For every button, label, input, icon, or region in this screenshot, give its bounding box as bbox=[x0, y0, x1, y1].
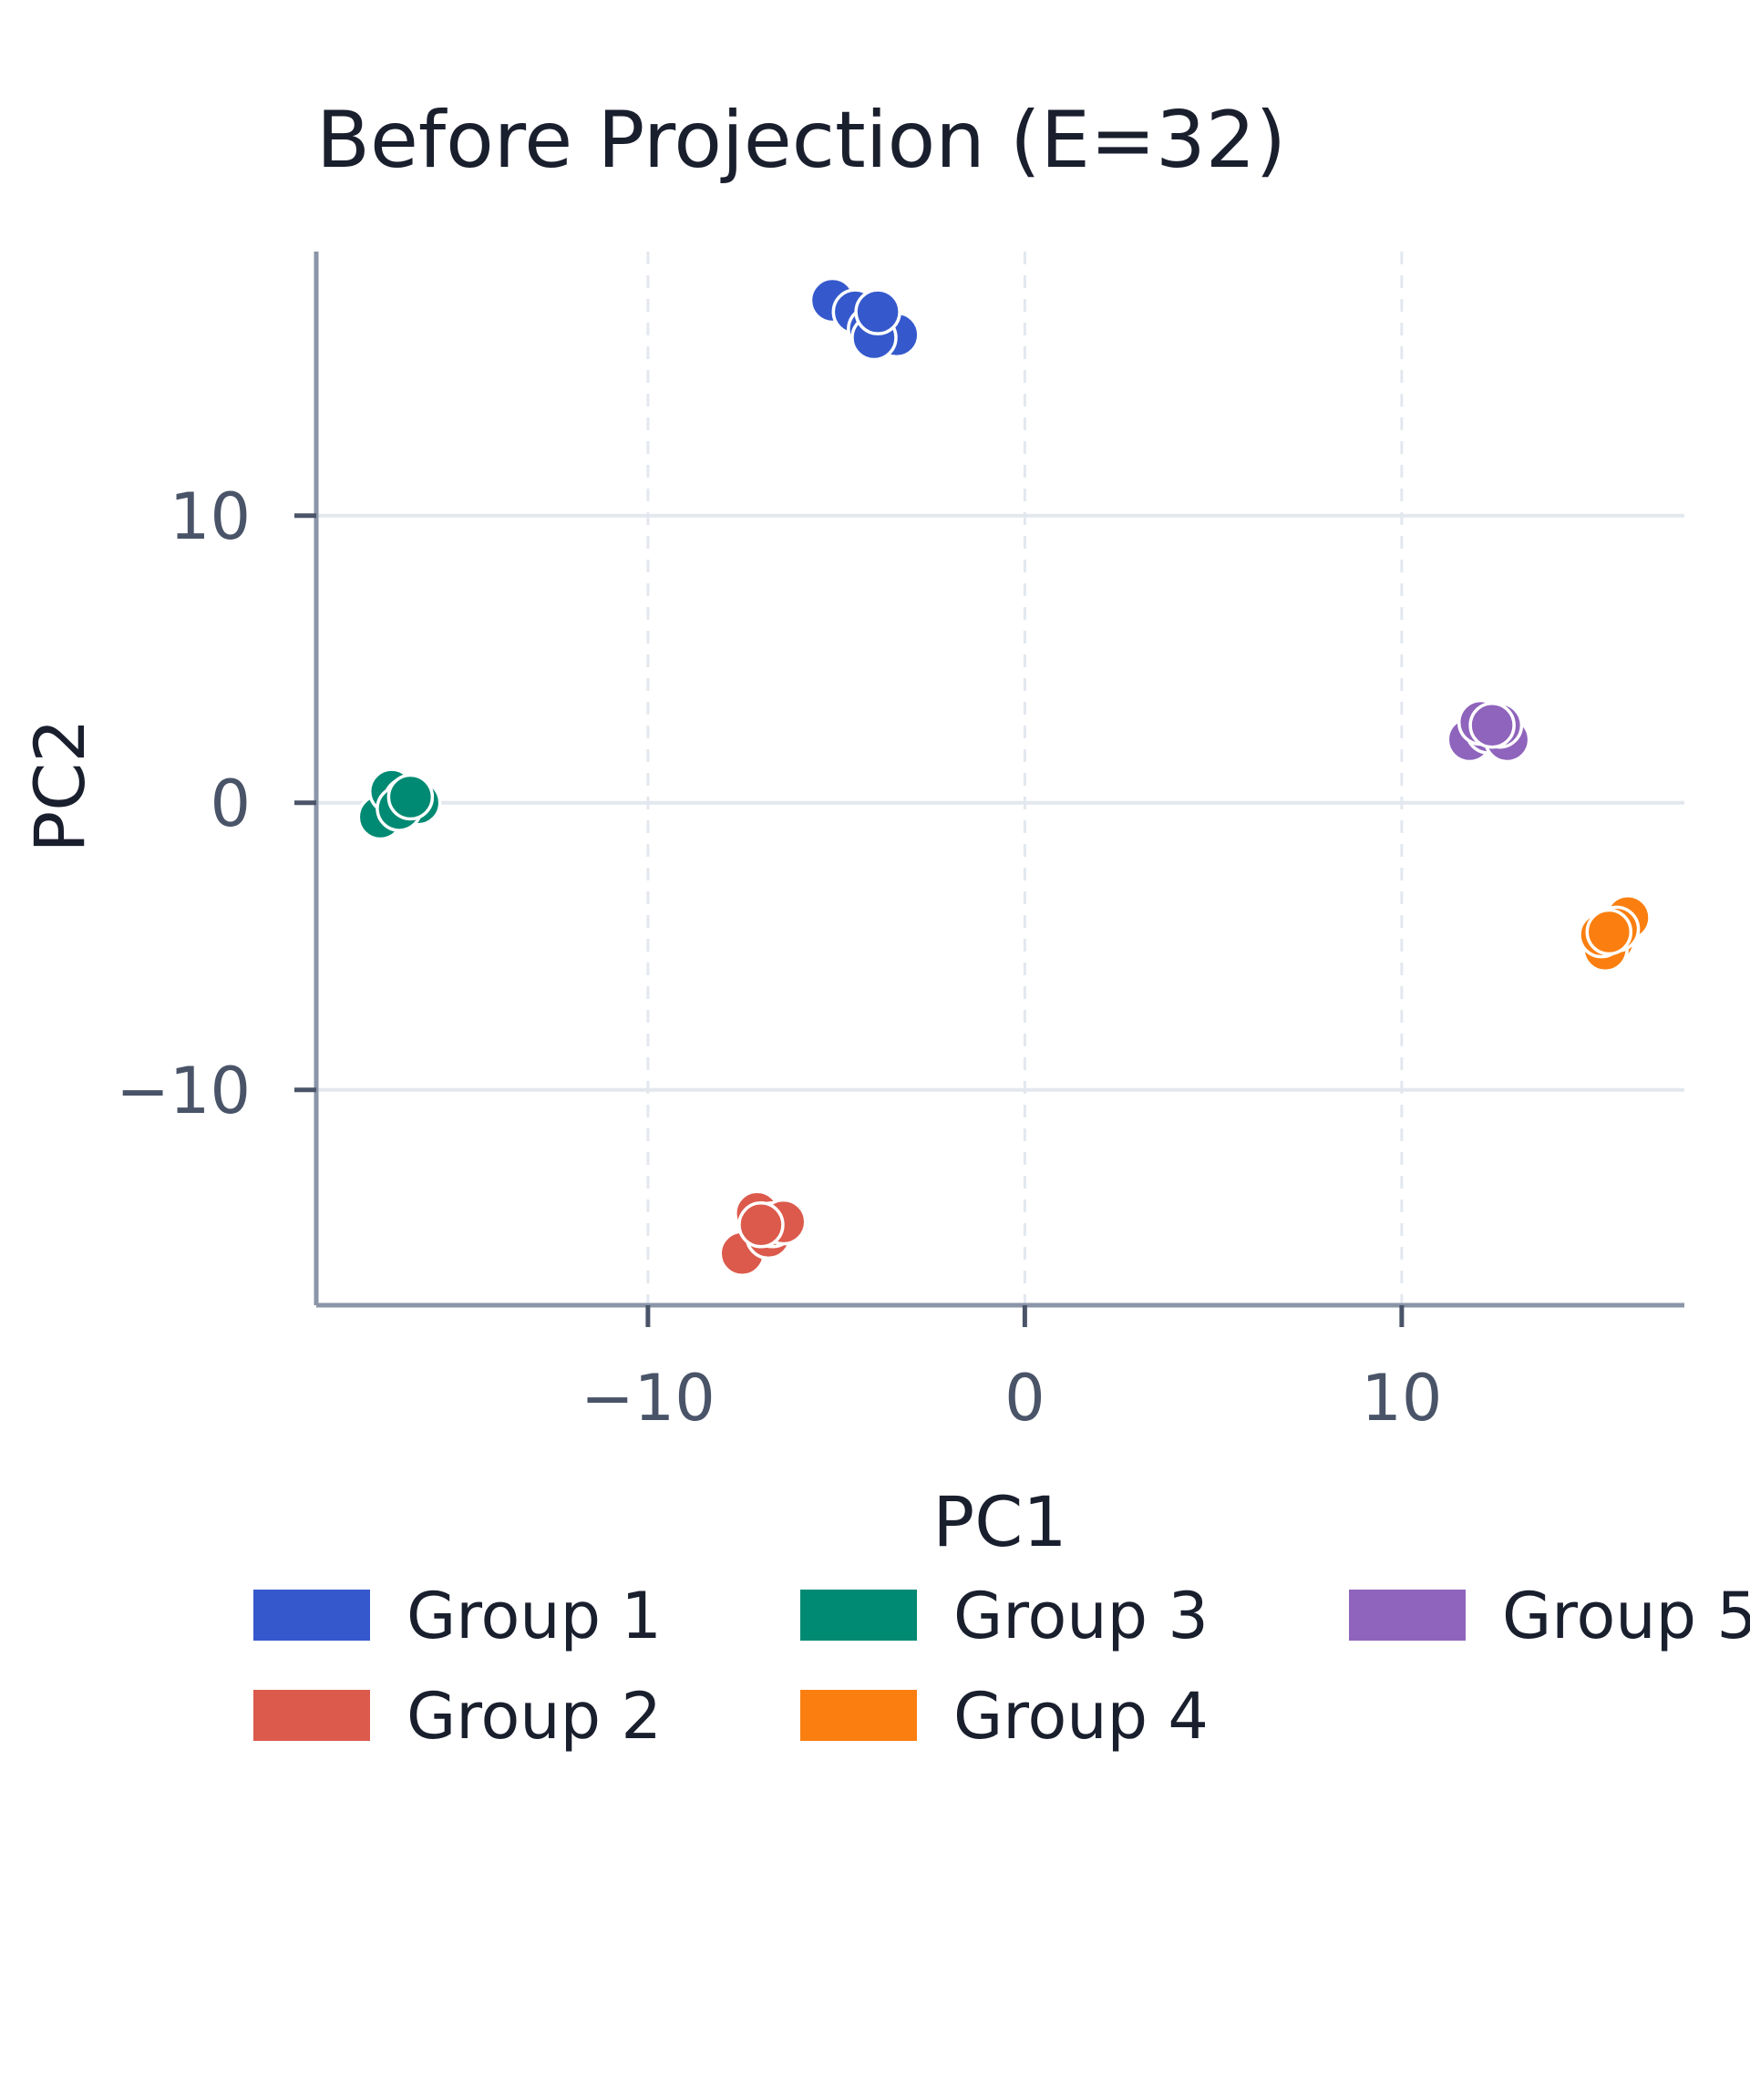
x-axis-label: PC1 bbox=[932, 1481, 1066, 1562]
legend-label: Group 3 bbox=[953, 1579, 1209, 1653]
y-tick-label: 10 bbox=[170, 479, 251, 554]
legend-swatch bbox=[1349, 1590, 1466, 1641]
legend: Group 1 Group 2 Group 3 Group 4 Group 5 bbox=[253, 1579, 1750, 1754]
legend-swatch bbox=[253, 1590, 370, 1641]
legend-swatch bbox=[800, 1590, 917, 1641]
chart-title: Before Projection (E=32) bbox=[316, 95, 1286, 186]
legend-swatch bbox=[253, 1690, 370, 1741]
series-4 bbox=[1578, 894, 1652, 973]
legend-item: Group 4 bbox=[800, 1679, 1209, 1754]
data-points bbox=[356, 276, 1652, 1278]
legend-label: Group 5 bbox=[1502, 1579, 1750, 1653]
legend-item: Group 5 bbox=[1349, 1579, 1750, 1653]
legend-swatch bbox=[800, 1690, 917, 1741]
axes bbox=[314, 252, 1684, 1308]
legend-item: Group 3 bbox=[800, 1579, 1209, 1653]
x-tick-label: 0 bbox=[1004, 1361, 1045, 1436]
data-point bbox=[386, 773, 435, 821]
ticks: −10 0 10 −10 0 10 bbox=[116, 479, 1442, 1436]
series-1 bbox=[808, 276, 921, 362]
legend-label: Group 1 bbox=[407, 1579, 662, 1653]
x-tick-label: 10 bbox=[1361, 1361, 1442, 1436]
data-point bbox=[1468, 701, 1516, 749]
legend-item: Group 1 bbox=[253, 1579, 662, 1653]
legend-item: Group 2 bbox=[253, 1679, 662, 1754]
grid-lines bbox=[316, 252, 1684, 1305]
series-3 bbox=[356, 767, 442, 841]
y-tick-label: 0 bbox=[210, 767, 251, 841]
x-tick-label: −10 bbox=[581, 1361, 715, 1436]
legend-label: Group 4 bbox=[953, 1679, 1209, 1754]
data-point bbox=[737, 1201, 785, 1249]
series-5 bbox=[1446, 698, 1531, 764]
series-2 bbox=[718, 1189, 808, 1278]
data-point bbox=[1585, 908, 1633, 956]
y-axis-label: PC2 bbox=[19, 718, 100, 852]
legend-label: Group 2 bbox=[407, 1679, 662, 1754]
data-point bbox=[854, 288, 901, 335]
y-tick-label: −10 bbox=[116, 1054, 251, 1128]
